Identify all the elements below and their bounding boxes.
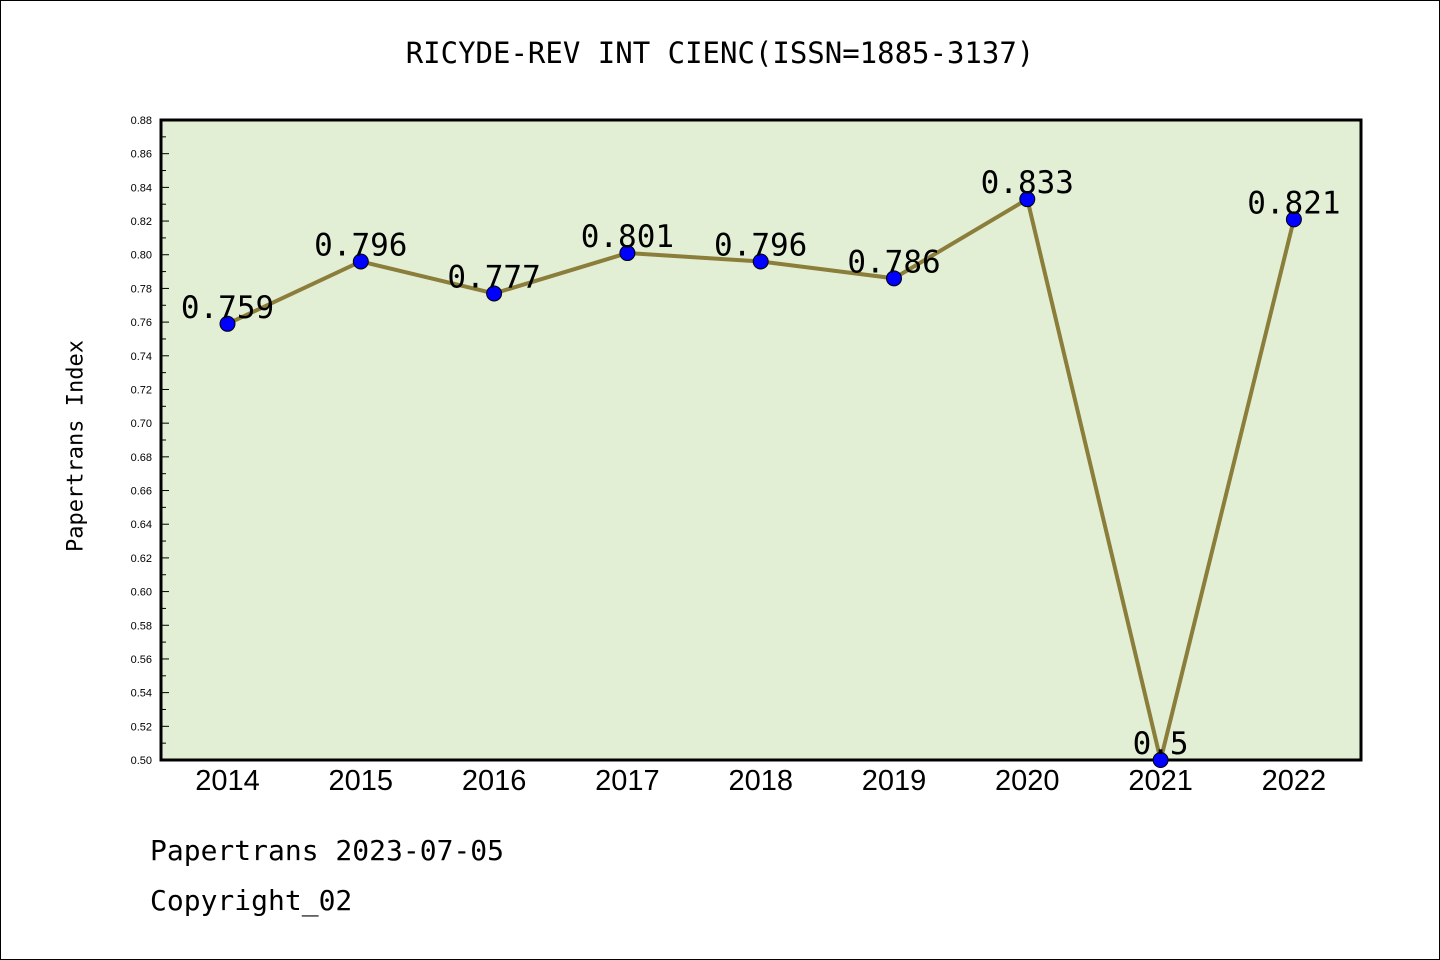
x-tick-label: 2019 — [862, 765, 927, 797]
data-point — [619, 245, 636, 262]
data-label: 0.777 — [447, 259, 540, 295]
x-tick-label: 2015 — [329, 765, 394, 797]
x-tick-label: 2021 — [1128, 765, 1193, 797]
y-tick-label: 0.66 — [131, 486, 152, 498]
data-point — [1285, 211, 1302, 228]
y-tick-label: 0.62 — [131, 553, 152, 565]
y-tick-label: 0.78 — [131, 283, 152, 295]
y-tick-label: 0.82 — [131, 216, 152, 228]
y-axis-ticks: 0.50 0.52 0.54 0.56 0.58 0.60 0.62 0.64 0.66 0.68… — [131, 115, 169, 767]
x-tick-label: 2016 — [462, 765, 527, 797]
y-tick-label: 0.64 — [131, 519, 152, 531]
data-point — [1152, 752, 1169, 768]
y-tick-label: 0.58 — [131, 620, 152, 632]
x-tick-label: 2020 — [995, 765, 1060, 797]
data-point — [1019, 191, 1036, 208]
y-tick-label: 0.70 — [131, 418, 152, 430]
x-tick-label: 2018 — [728, 765, 793, 797]
series-markers — [219, 191, 1302, 768]
data-labels: 0.759 0.796 0.777 0.801 0.796 0.786 0.833 0.5 0.… — [181, 165, 1341, 762]
data-label: 0.833 — [981, 165, 1074, 201]
data-label: 0.5 — [1133, 726, 1189, 762]
x-tick-label: 2017 — [595, 765, 660, 797]
footer-copyright: Copyright_02 — [150, 884, 353, 917]
data-label: 0.801 — [581, 219, 674, 255]
plot-area — [159, 118, 1363, 762]
y-tick-label: 0.80 — [131, 250, 152, 262]
data-label: 0.796 — [314, 227, 407, 263]
y-tick-label: 0.88 — [131, 115, 152, 127]
data-point — [886, 270, 902, 287]
y-tick-label: 0.74 — [131, 351, 152, 363]
y-tick-label: 0.84 — [131, 182, 152, 194]
x-tick-label: 2022 — [1262, 765, 1327, 797]
data-point — [752, 253, 769, 270]
data-label: 0.821 — [1247, 185, 1340, 221]
data-label: 0.759 — [181, 290, 274, 326]
y-tick-label: 0.54 — [131, 688, 152, 700]
y-tick-label: 0.68 — [131, 452, 152, 464]
data-point — [352, 253, 369, 270]
data-label: 0.796 — [714, 227, 807, 263]
x-tick-label: 2014 — [195, 765, 260, 797]
y-tick-label: 0.56 — [131, 654, 152, 666]
data-point — [486, 285, 503, 302]
x-axis-ticks: 2014 2015 2016 2017 2018 2019 2020 2021 2022 — [195, 765, 1326, 797]
data-point — [219, 315, 236, 332]
y-tick-label: 0.72 — [131, 384, 152, 396]
y-tick-label: 0.50 — [131, 755, 152, 767]
y-tick-label: 0.86 — [131, 149, 152, 161]
data-label: 0.786 — [847, 244, 940, 280]
footer-date: Papertrans 2023-07-05 — [150, 834, 505, 867]
chart-title: RICYDE-REV INT CIENC(ISSN=1885-3137) — [405, 36, 1035, 70]
y-tick-label: 0.52 — [131, 721, 152, 733]
y-tick-label: 0.76 — [131, 317, 152, 329]
y-tick-label: 0.60 — [131, 587, 152, 599]
